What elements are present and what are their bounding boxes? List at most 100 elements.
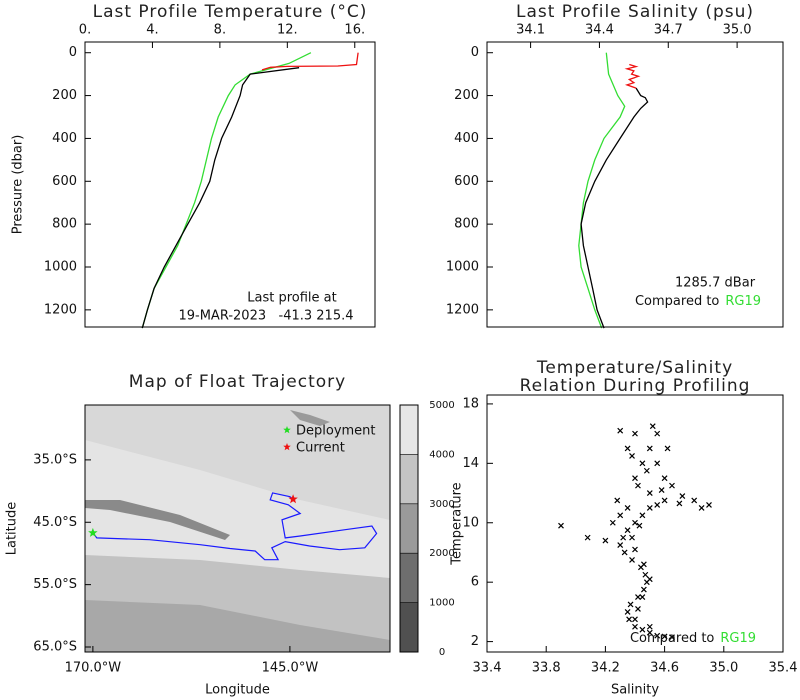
- x-tick-label: 34.6: [650, 661, 679, 676]
- y-tick-label: 600: [52, 174, 77, 189]
- scatter-point: [646, 623, 653, 630]
- scatter-point: [654, 502, 661, 508]
- scatter-point: [584, 534, 591, 541]
- annotation: Last profile at: [247, 291, 336, 306]
- scatter-point: [632, 475, 638, 482]
- x-tick-label: 12.: [277, 23, 298, 38]
- y-tick-label: 0: [471, 45, 479, 60]
- scatter-point: [639, 594, 646, 600]
- scatter-point: [646, 629, 653, 636]
- colorbar-band: [400, 503, 418, 554]
- scatter-point: [621, 549, 628, 556]
- y-tick-label: 800: [52, 217, 77, 232]
- y-tick-label: 400: [52, 131, 77, 146]
- scatter-point: [640, 561, 647, 568]
- scatter-point: [669, 634, 675, 641]
- profile-line: [141, 67, 300, 329]
- legend-symbol: [283, 443, 291, 451]
- scatter-point: [639, 626, 646, 633]
- y-tick-label: 65.0°S: [33, 640, 77, 655]
- y-tick-label: 200: [454, 88, 479, 103]
- x-tick-label: 34.2: [591, 661, 620, 676]
- legend-label: Deployment: [296, 424, 376, 439]
- scatter-point: [602, 537, 609, 544]
- comparison-text: Compared to: [635, 294, 719, 309]
- colorbar-band: [400, 602, 418, 652]
- x-tick-label: 34.1: [516, 23, 545, 38]
- scatter-point: [620, 534, 627, 541]
- scatter-point: [646, 490, 653, 496]
- plot-frame: [84, 404, 391, 653]
- colorbar-tick-label: 2000: [429, 548, 454, 559]
- scatter-point: [624, 504, 631, 511]
- plot-frame: [486, 41, 784, 328]
- profile-line: [624, 63, 641, 89]
- y-tick-label: 1200: [44, 302, 77, 317]
- scatter-point: [661, 497, 668, 504]
- float-trajectory: [92, 492, 378, 561]
- scatter-point: [624, 527, 631, 534]
- y-axis-label: Pressure (dbar): [11, 135, 26, 235]
- scatter-point: [632, 519, 638, 526]
- chart-title: Temperature/Salinity: [536, 358, 733, 378]
- scatter-point: [632, 430, 638, 437]
- bathymetry: [85, 405, 390, 652]
- scatter-point: [635, 605, 641, 612]
- scatter-point: [632, 623, 638, 630]
- scatter-point: [617, 542, 624, 548]
- y-tick-label: 10: [462, 515, 479, 530]
- scatter-point: [632, 546, 638, 553]
- scatter-point: [636, 522, 643, 529]
- scatter-point: [609, 519, 616, 526]
- scatter-point: [646, 445, 653, 452]
- x-tick-label: 16.: [344, 23, 365, 38]
- scatter-point: [627, 601, 634, 608]
- y-tick-label: 55.0°S: [33, 577, 77, 592]
- x-axis-label: Salinity: [611, 683, 659, 698]
- colorbar-band: [400, 405, 418, 455]
- y-axis-label: Latitude: [5, 502, 20, 556]
- scatter-point: [658, 487, 665, 493]
- comparison-note: Compared to RG19: [635, 294, 761, 309]
- scatter-point: [691, 497, 698, 504]
- scatter-point: [654, 430, 661, 437]
- scatter-point: [614, 497, 621, 504]
- trajectory-marker: [88, 527, 98, 537]
- scatter-point: [646, 504, 653, 511]
- colorbar-tick-label: 1000: [429, 598, 454, 609]
- y-tick-label: 1000: [44, 260, 77, 275]
- comparison-note: Compared to RG19: [630, 631, 756, 646]
- y-tick-label: 2: [471, 634, 479, 649]
- y-tick-label: 18: [462, 396, 479, 411]
- comparison-text: Compared to: [630, 631, 714, 646]
- x-tick-label: 35.0: [709, 661, 738, 676]
- scatter-point: [558, 522, 564, 529]
- scatter-point: [679, 493, 686, 499]
- scatter-point: [642, 571, 649, 578]
- plot-frame: [486, 394, 784, 653]
- scatter-point: [617, 427, 624, 434]
- x-tick-label: 34.4: [585, 23, 614, 38]
- scatter-point: [624, 608, 631, 615]
- legend-label: Current: [296, 441, 345, 456]
- comparison-reference: RG19: [725, 294, 761, 309]
- annotation: 19-MAR-2023 -41.3 215.4: [178, 309, 353, 324]
- legend-symbol: [283, 426, 291, 434]
- profile-line: [580, 87, 649, 329]
- scatter-point: [661, 633, 668, 640]
- y-tick-label: 1000: [446, 260, 479, 275]
- scatter-point: [664, 445, 671, 452]
- x-tick-label: 8.: [214, 23, 226, 38]
- x-tick-label: 35.0: [723, 23, 752, 38]
- scatter-point: [639, 460, 646, 467]
- scatter-point: [706, 502, 712, 508]
- colorbar-tick-label: 3000: [429, 499, 454, 510]
- colorbar-band: [400, 553, 418, 603]
- x-tick-label: 4.: [146, 23, 158, 38]
- scatter-point: [624, 445, 631, 452]
- colorbar-tick-label: 5000: [429, 400, 454, 411]
- scatter-point: [629, 534, 635, 541]
- scatter-point: [669, 482, 675, 489]
- x-axis-label: Longitude: [205, 683, 270, 698]
